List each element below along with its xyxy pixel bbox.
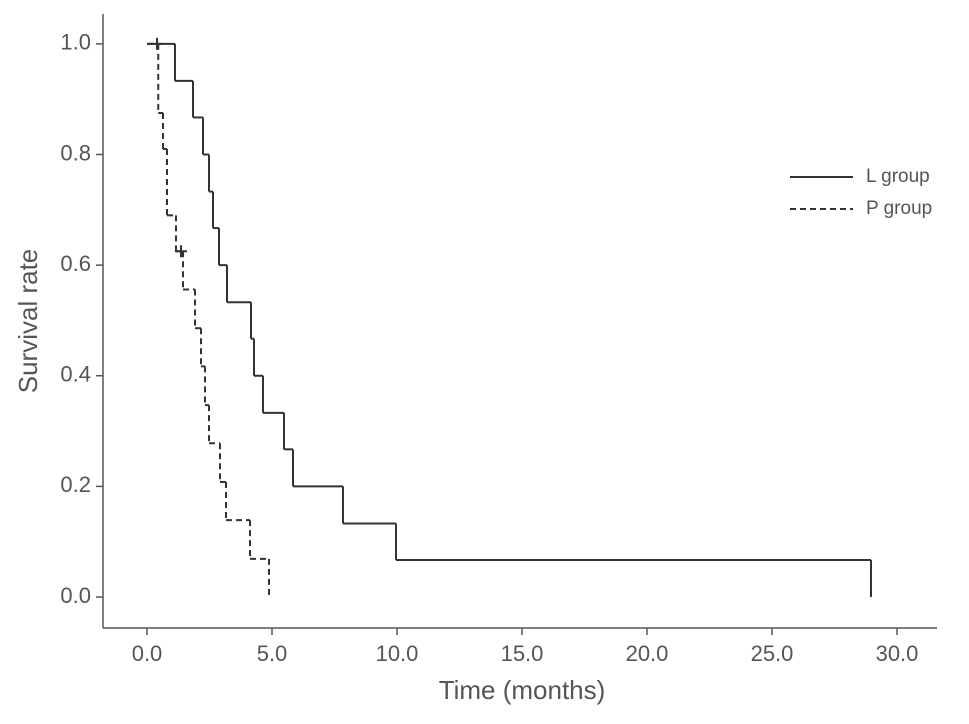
legend-label: P group bbox=[866, 198, 932, 219]
x-axis-title: Time (months) bbox=[439, 675, 606, 705]
y-tick-label: 0.8 bbox=[60, 140, 91, 165]
y-axis-title: Survival rate bbox=[13, 249, 43, 394]
y-tick-label: 0.6 bbox=[60, 251, 91, 276]
x-tick-label: 0.0 bbox=[132, 641, 163, 666]
x-tick-label: 15.0 bbox=[501, 641, 544, 666]
y-tick-label: 0.4 bbox=[60, 362, 91, 387]
y-tick-label: 0.2 bbox=[60, 472, 91, 497]
y-tick-label: 0.0 bbox=[60, 583, 91, 608]
x-tick-label: 25.0 bbox=[751, 641, 794, 666]
x-tick-label: 10.0 bbox=[376, 641, 419, 666]
x-tick-label: 30.0 bbox=[876, 641, 919, 666]
censor-mark bbox=[175, 245, 187, 258]
y-tick-label: 1.0 bbox=[60, 30, 91, 55]
x-tick-label: 5.0 bbox=[257, 641, 288, 666]
legend-label: L group bbox=[866, 166, 930, 187]
x-tick-label: 20.0 bbox=[626, 641, 669, 666]
